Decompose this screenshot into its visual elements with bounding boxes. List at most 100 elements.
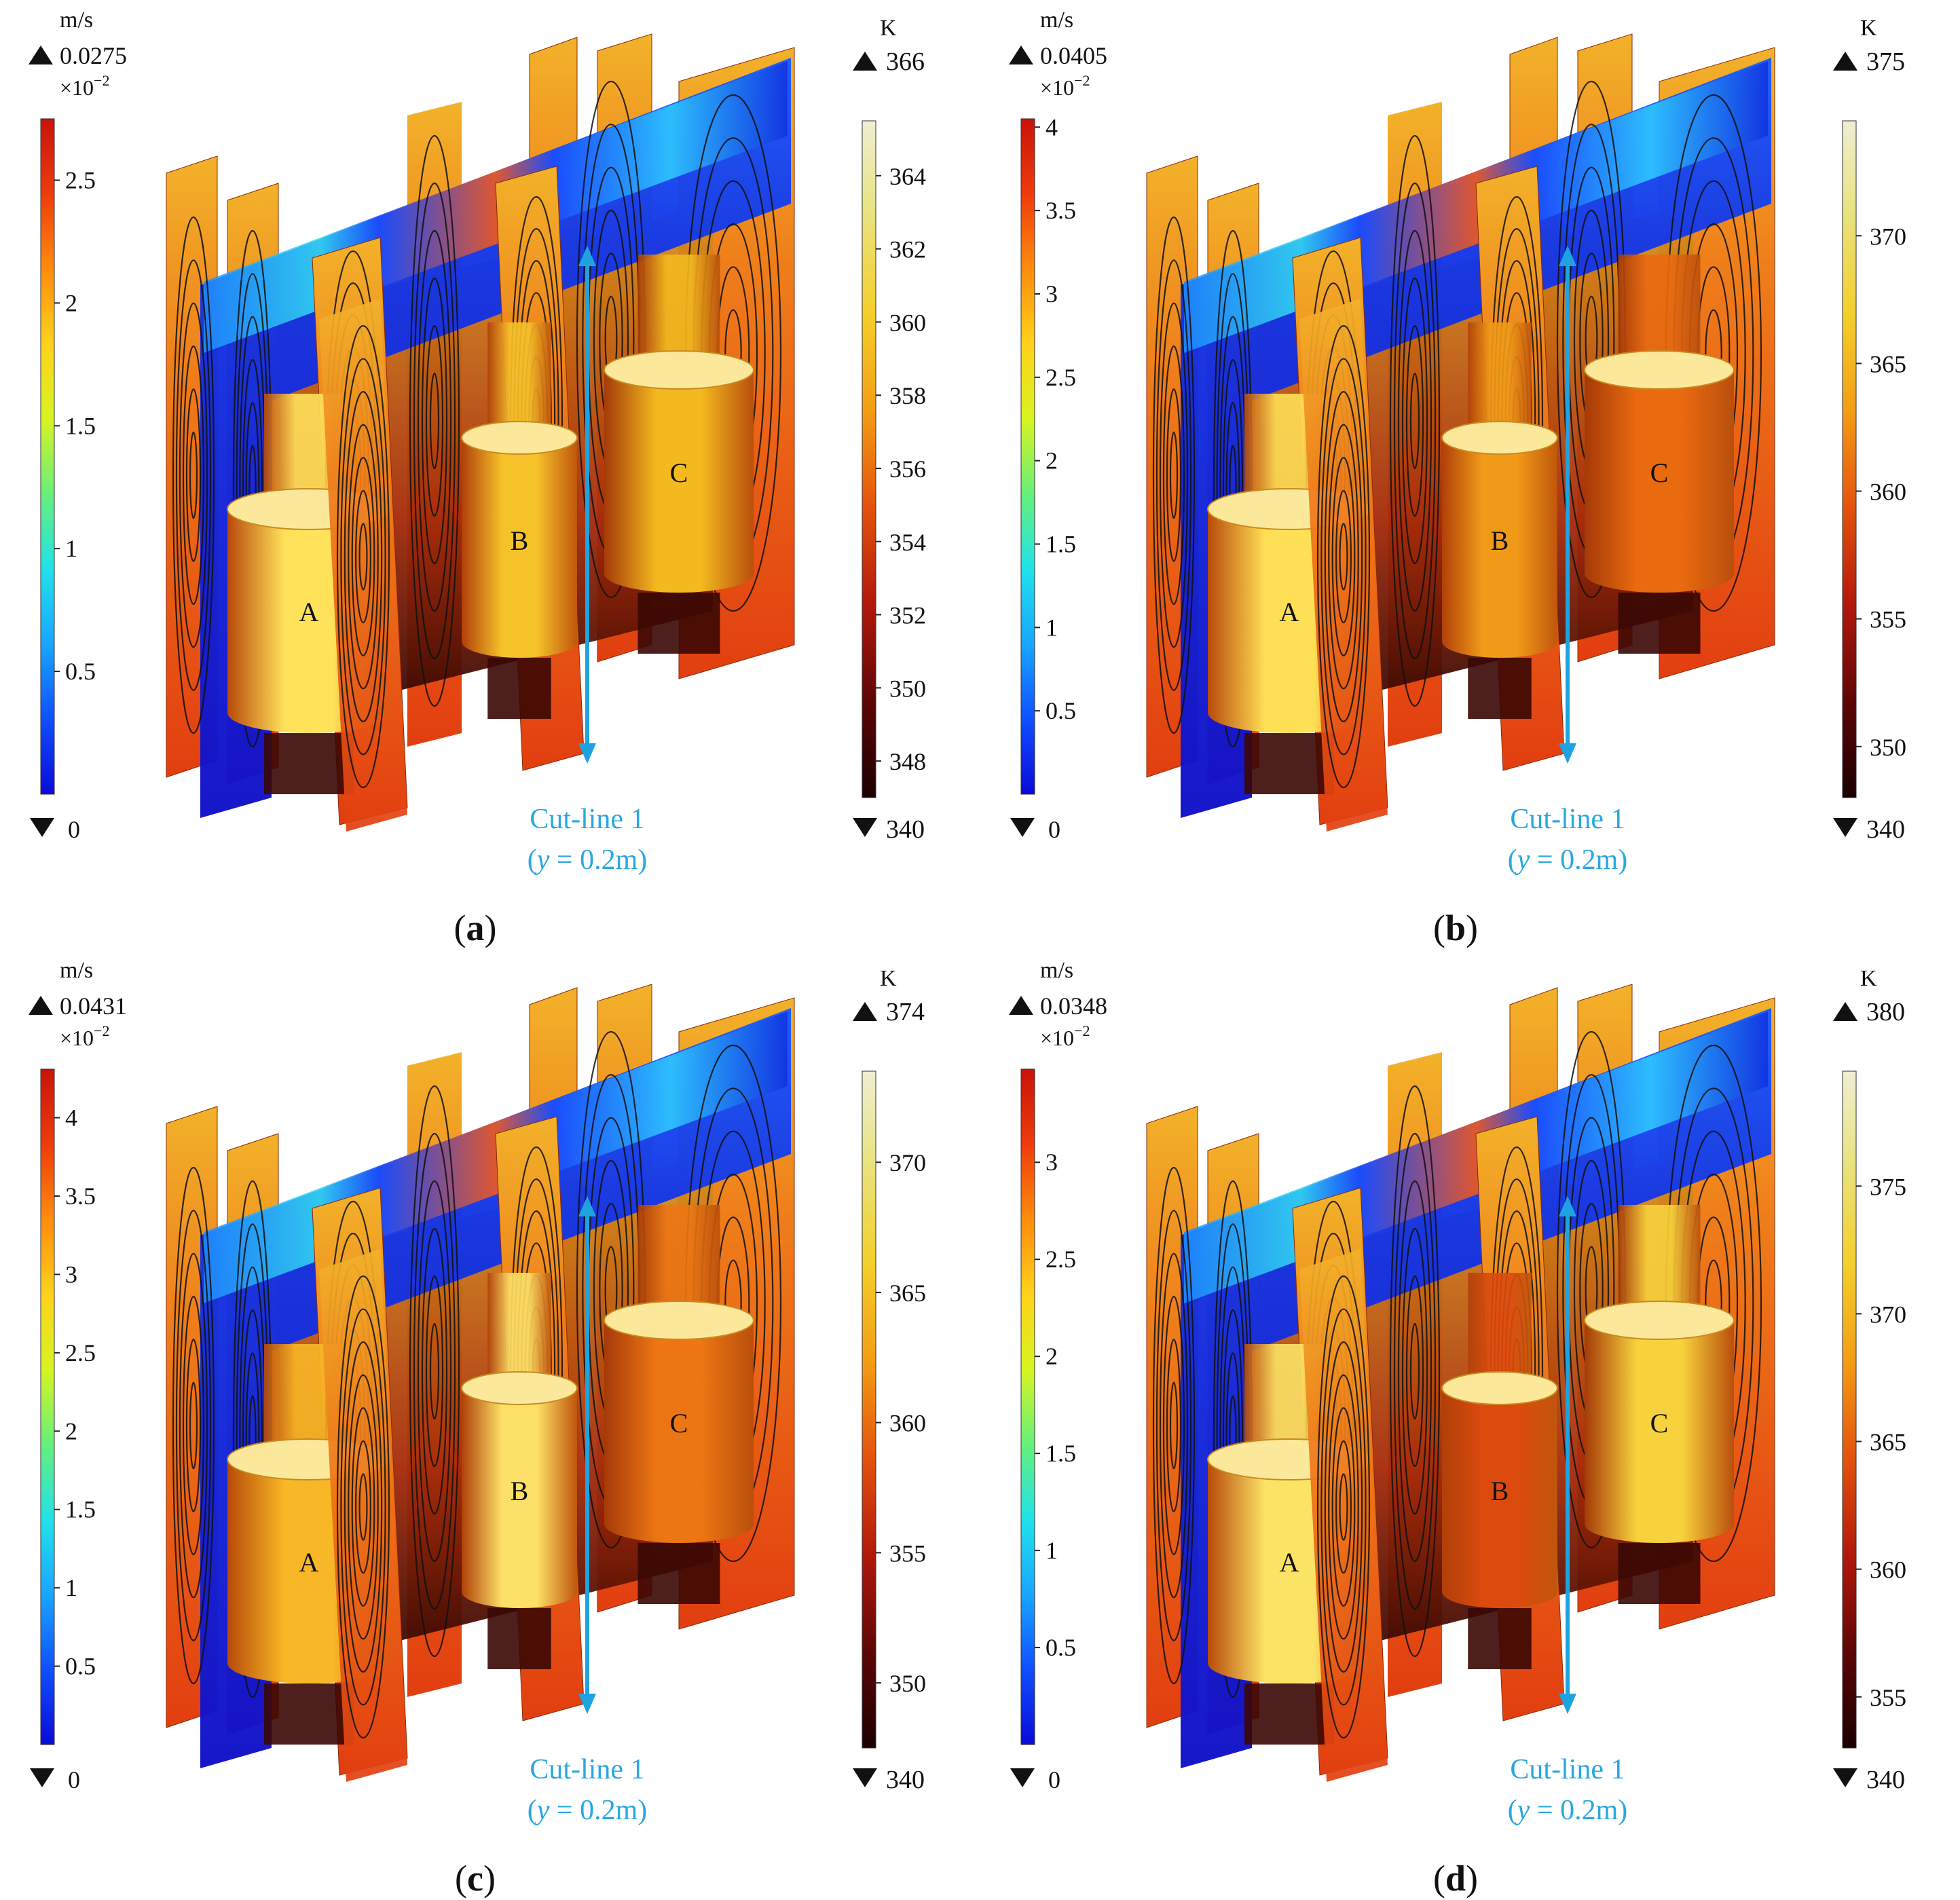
velocity-tick-label: 1 [65,1574,77,1601]
temperature-tick-label: 370 [1870,1301,1906,1328]
velocity-tick-label: 3 [65,1261,77,1288]
streamlines [1316,324,1371,789]
arrowhead-down-icon [578,743,596,764]
cut-line-position: (y = 0.2m) [528,1795,648,1826]
winding-top [1584,1301,1735,1340]
velocity-legend: m/s0.0431×10−243.532.521.510.50 [29,958,127,1793]
cut-line-variable: y [1515,1795,1530,1826]
temperature-legend: K 380 375 370 365 360 355 340 [1833,966,1906,1794]
temperature-tick-label: 350 [1870,734,1906,761]
cut-line-value: = 0.2m) [549,844,647,876]
cut-line-title: Cut-line 1 [530,804,644,835]
streamlines [1316,1275,1371,1739]
arrowhead-up-icon [1559,246,1576,266]
velocity-tick-label: 3.5 [1046,197,1076,224]
panel-graphic: m/s 0.0275 ×10−2 2.5 2 1.5 1 0.5 0 K 366 364 362 360 3… [29,7,926,948]
caption-paren: ) [483,1858,496,1899]
velocity-tick-label: 3 [1046,1149,1058,1176]
caption-letter: d [1445,1858,1466,1899]
velocity-unit: m/s [60,7,93,33]
winding-label: A [299,597,319,627]
core-leg [264,1683,354,1745]
temperature-tick-label: 365 [889,1280,926,1307]
temperature-tick-label: 355 [1870,1684,1906,1711]
streamlines [409,134,460,707]
cut-line-title: Cut-line 1 [530,1754,644,1785]
cut-line-value: = 0.2m) [1530,844,1627,876]
caption-paren: ) [1466,908,1478,948]
winding-label: C [670,458,688,488]
max-triangle-icon [1833,1002,1857,1021]
velocity-max: 0.0275 [60,42,127,69]
streamlines [1389,1085,1441,1658]
temperature-unit: K [1860,16,1877,41]
core-leg [1244,733,1334,794]
cut-line-position: (y = 0.2m) [528,844,648,876]
winding-body [1442,1388,1557,1608]
arrowhead-up-icon [578,1196,596,1216]
cut-line-value: = 0.2m) [1530,1795,1627,1826]
velocity-tick-label: 0.5 [65,1653,96,1680]
velocity-tick-label: 2 [1046,1343,1058,1370]
streamlines [172,216,215,734]
panel-b: m/s 0.0405 ×10−2 4 3.5 3 2.5 2 1.5 1 0.5 0 K 375 370 36… [980,0,1960,950]
panel-caption: (b) [1433,908,1478,948]
temperature-tick-label: 360 [889,1410,926,1437]
cut-line-variable: y [534,844,550,876]
temperature-unit: K [880,966,897,991]
arrowhead-down-icon [1559,1694,1576,1714]
multiplier-base: ×10 [1040,75,1074,100]
winding-c: C [1584,1205,1735,1604]
multiplier-exponent: −2 [94,1022,109,1039]
temperature-min: 340 [886,1766,925,1794]
transformer-scene: C B A [1146,984,1775,1782]
multiplier-base: ×10 [1040,1026,1074,1050]
streamlines [409,1085,460,1658]
cut-line-1: Cut-line 1 (y = 0.2m) [1508,1196,1628,1826]
velocity-tick-label: 1.5 [1046,530,1076,557]
temperature-tick-label: 350 [889,675,926,702]
winding-label: A [1280,1547,1299,1578]
cut-line-position: (y = 0.2m) [1508,1795,1628,1826]
velocity-tick-label: 1.5 [1046,1440,1076,1467]
temperature-tick-label: 370 [1870,223,1906,250]
cut-line-paren: ( [528,844,537,876]
cut-line-paren: ( [528,1795,537,1826]
cut-line-paren: ( [1508,844,1517,876]
velocity-colorbar [1020,1068,1035,1745]
caption-letter: a [466,908,485,948]
winding-body [462,1388,577,1608]
winding-top [1441,421,1558,455]
panel-graphic: m/s0.0431×10−243.532.521.510.50K37437036… [29,958,926,1899]
velocity-tick-label: 1 [65,535,77,562]
velocity-tick-label: 0.5 [1046,1634,1076,1661]
winding-label: B [1491,1476,1509,1506]
caption-paren: ( [455,1858,467,1899]
panel-graphic: m/s 0.0405 ×10−2 4 3.5 3 2.5 2 1.5 1 0.5 0 K 375 370 36… [1009,7,1906,948]
velocity-legend: m/s 0.0275 ×10−2 2.5 2 1.5 1 0.5 0 [29,7,127,843]
velocity-tick-label: 2 [65,289,77,316]
winding-label: B [511,1476,529,1506]
core-leg [487,1608,551,1669]
temperature-unit: K [880,16,897,41]
panel-a: m/s 0.0275 ×10−2 2.5 2 1.5 1 0.5 0 K 366 364 362 360 3… [0,0,980,950]
streamlines [1389,134,1441,707]
streamlines [336,324,390,789]
core-leg [264,733,354,794]
temperature-colorbar [862,1070,876,1749]
velocity-min: 0 [68,1766,80,1793]
velocity-min: 0 [1048,1766,1060,1793]
velocity-min: 0 [1048,816,1060,843]
min-triangle-icon [1010,1768,1035,1787]
temperature-legend: K 375 370 365 360 355 350 340 [1833,16,1906,844]
velocity-tick-label: 1.5 [65,412,96,439]
temperature-max: 380 [1866,998,1905,1026]
winding-c: C [604,255,754,654]
temperature-colorbar [1842,1070,1857,1749]
caption-paren: ) [485,908,497,948]
temperature-tick-label: 354 [889,529,926,556]
velocity-colorbar [40,1068,55,1745]
arrowhead-down-icon [578,1694,596,1714]
panel-caption: (a) [454,908,497,948]
temperature-legend: K 366 364 362 360 358 356 354 352 350 348 340 [853,16,926,844]
